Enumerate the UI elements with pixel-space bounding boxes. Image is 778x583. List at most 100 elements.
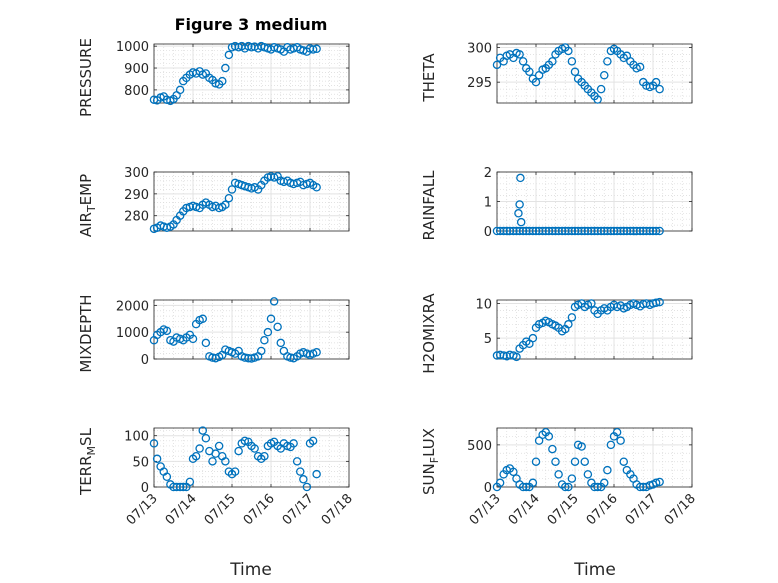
data-point [289, 439, 298, 448]
figure-title: Figure 3 medium [175, 15, 328, 34]
subplot-2: 295 300 THETA [420, 41, 693, 104]
data-point [224, 193, 234, 203]
data-point [227, 185, 237, 194]
data-point [583, 470, 593, 479]
data-point [292, 457, 302, 466]
data-point [499, 226, 508, 236]
data-point [548, 57, 557, 66]
data-point [178, 482, 188, 492]
x-axis-label-left: Time [229, 560, 272, 580]
data-point [244, 353, 253, 363]
data-point [655, 226, 664, 236]
data-point [256, 346, 266, 356]
y-tick-label: 300 [467, 41, 492, 56]
data-point [531, 77, 541, 87]
y-label-part: EMP [77, 174, 95, 205]
data-point [612, 427, 622, 437]
y-tick-label: 280 [124, 210, 149, 225]
data-point [312, 348, 321, 357]
data-point [538, 226, 547, 236]
data-point [149, 439, 159, 448]
data-point [509, 467, 518, 477]
data-point [260, 451, 269, 461]
data-point [162, 326, 172, 336]
y-tick-label: 0 [484, 481, 492, 496]
y-axis-label: SUNFLUX [420, 428, 441, 495]
data-point [616, 226, 625, 236]
data-point [214, 441, 224, 451]
data-point [312, 44, 321, 54]
data-point [198, 426, 207, 435]
y-label-part: AIR [77, 212, 95, 237]
data-point [564, 320, 573, 329]
data-point [651, 298, 661, 308]
x-tick-label: 07/18 [662, 491, 699, 528]
subplot-6: 5 10 H2OMIXRA [420, 293, 693, 374]
x-tick-label: 07/15 [202, 491, 239, 528]
data-point [616, 436, 625, 445]
data-point [512, 352, 521, 362]
data-point [606, 226, 616, 236]
data-point [269, 297, 279, 306]
data-point [208, 457, 217, 466]
data-point [217, 76, 227, 86]
y-tick-label: 2 [484, 166, 492, 181]
data-point [495, 478, 505, 488]
data-point [499, 351, 508, 360]
y-tick-label: 50 [132, 455, 149, 470]
y-label-subscript: T [85, 205, 98, 213]
data-point [188, 334, 198, 344]
data-point [162, 472, 172, 481]
y-tick-label: 5 [484, 332, 492, 347]
data-point [619, 457, 629, 466]
x-tick-label: 07/13 [124, 491, 161, 528]
data-point [312, 469, 321, 479]
y-tick-label: 0 [141, 353, 149, 368]
data-point [593, 95, 602, 104]
data-point [603, 57, 612, 66]
data-point [651, 226, 661, 236]
data-point [635, 482, 645, 492]
data-point [548, 444, 557, 454]
x-tick-label: 07/14 [163, 491, 200, 528]
data-point [587, 299, 596, 308]
subplot-5: 0 1000 2000 MIXDEPTH [77, 294, 350, 373]
y-label-part: LUX [420, 428, 438, 457]
x-tick-label: 07/17 [623, 491, 660, 528]
x-tick-label: 07/18 [319, 491, 356, 528]
data-point [518, 482, 528, 492]
data-point [528, 478, 538, 488]
data-point [308, 45, 318, 54]
data-point [567, 226, 577, 236]
y-axis-label: RAINFALL [420, 170, 438, 241]
y-tick-label: 290 [124, 188, 149, 203]
data-point [577, 442, 586, 451]
data-point [587, 226, 596, 236]
data-point [201, 434, 211, 443]
axes-box [496, 427, 693, 488]
data-point [302, 482, 312, 492]
data-point [509, 226, 518, 236]
axes-box [496, 43, 693, 104]
x-tick-label: 07/16 [584, 491, 621, 528]
data-point [234, 446, 243, 456]
data-point [514, 209, 523, 218]
data-point [260, 335, 269, 345]
y-tick-label: 500 [467, 439, 492, 454]
data-point [152, 454, 162, 464]
x-tick-label: 07/17 [280, 491, 317, 528]
data-point [548, 226, 557, 236]
y-tick-label: 0 [484, 225, 492, 240]
data-point [557, 226, 567, 236]
y-tick-label: 800 [124, 84, 149, 99]
data-point [651, 77, 661, 87]
axes-box [153, 171, 350, 232]
x-tick-label: 07/14 [506, 491, 543, 528]
data-point [308, 436, 318, 446]
data-point [596, 84, 606, 94]
data-point [276, 338, 285, 348]
data-point [551, 457, 560, 466]
y-label-subscript: F [428, 457, 441, 463]
data-point [266, 314, 276, 324]
